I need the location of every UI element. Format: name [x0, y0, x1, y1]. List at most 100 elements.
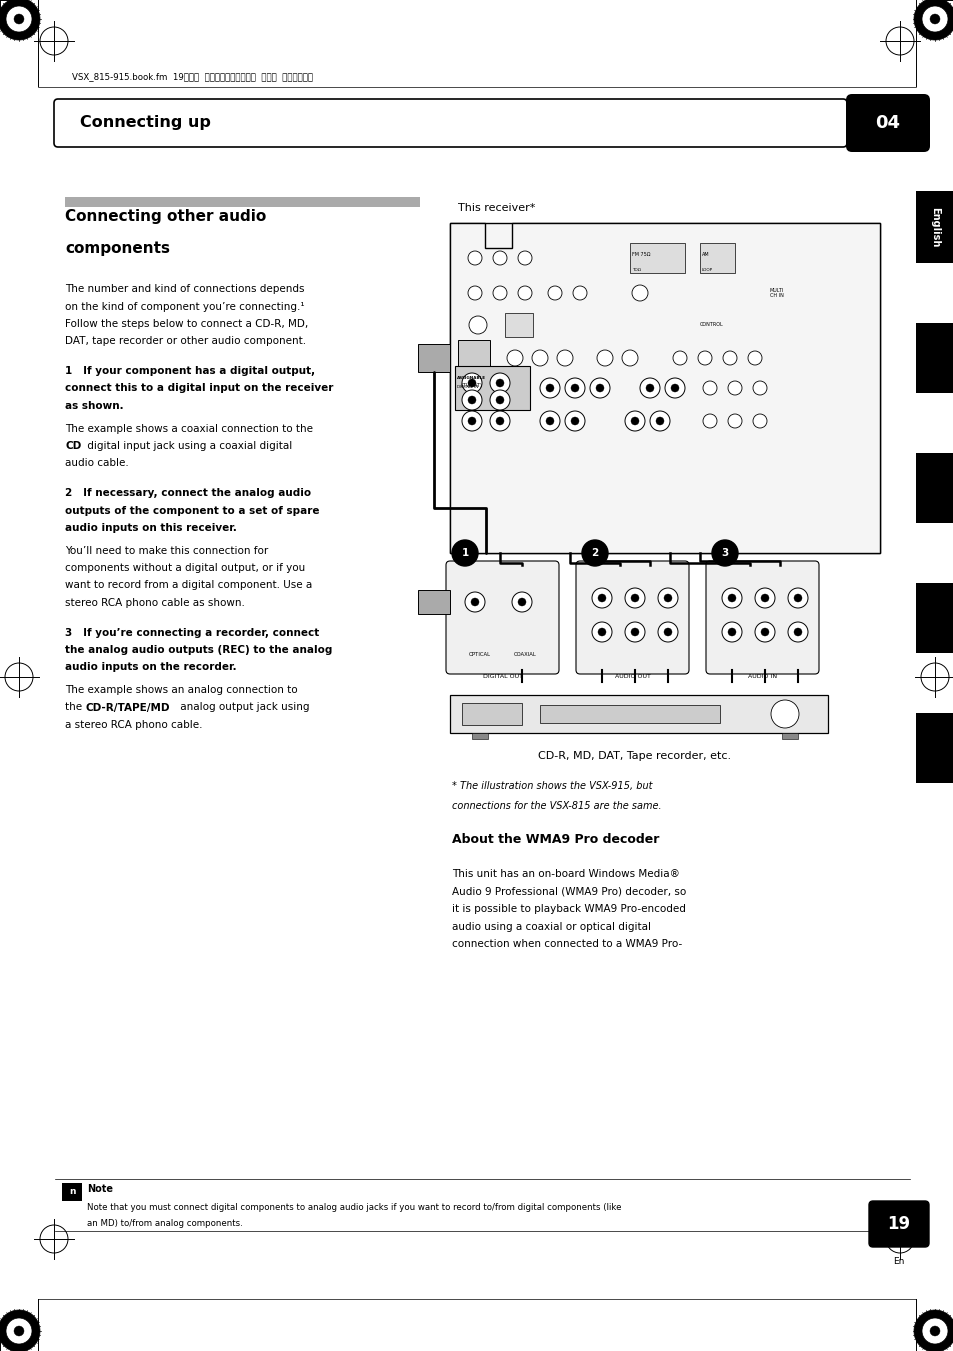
Bar: [504, 313, 533, 336]
Text: the: the: [65, 703, 85, 712]
Text: a stereo RCA phono cable.: a stereo RCA phono cable.: [65, 720, 202, 730]
Text: 1: 1: [461, 549, 468, 558]
Text: outputs of the component to a set of spare: outputs of the component to a set of spa…: [65, 505, 319, 516]
Text: Connecting up: Connecting up: [80, 115, 211, 131]
Circle shape: [663, 594, 671, 603]
Text: components without a digital output, or if you: components without a digital output, or …: [65, 563, 305, 573]
Circle shape: [752, 413, 766, 428]
Circle shape: [14, 1325, 24, 1336]
Text: stereo RCA phono cable as shown.: stereo RCA phono cable as shown.: [65, 598, 245, 608]
Circle shape: [506, 350, 522, 366]
Bar: [417, 590, 450, 613]
Circle shape: [469, 316, 486, 334]
Text: 2   If necessary, connect the analog audio: 2 If necessary, connect the analog audio: [65, 488, 311, 499]
Circle shape: [493, 251, 506, 265]
Text: AM: AM: [701, 253, 709, 257]
FancyBboxPatch shape: [54, 99, 846, 147]
Text: CONTROL: CONTROL: [700, 323, 723, 327]
Bar: [700, 243, 734, 273]
Circle shape: [598, 594, 605, 603]
Circle shape: [702, 413, 717, 428]
Circle shape: [545, 384, 554, 392]
Circle shape: [929, 1325, 939, 1336]
Circle shape: [564, 411, 584, 431]
Bar: [65, 197, 419, 207]
Circle shape: [464, 592, 484, 612]
Circle shape: [929, 14, 939, 24]
Circle shape: [727, 594, 735, 603]
FancyBboxPatch shape: [446, 561, 558, 674]
Text: VSX_815-915.book.fm  19ページ  ２００４年１２月８日  水曜日  午後４時３分: VSX_815-915.book.fm 19ページ ２００４年１２月８日 水曜日…: [71, 72, 313, 81]
Circle shape: [722, 351, 737, 365]
Circle shape: [721, 588, 741, 608]
Text: English: English: [929, 207, 939, 247]
Text: on the kind of component you’re connecting.¹: on the kind of component you’re connecti…: [65, 301, 304, 312]
Circle shape: [787, 588, 807, 608]
Text: (TV SAT): (TV SAT): [460, 382, 481, 388]
Circle shape: [630, 417, 639, 426]
Text: En: En: [892, 1256, 903, 1266]
Bar: [915, 190, 953, 263]
Text: 3: 3: [720, 549, 728, 558]
Text: This receiver*: This receiver*: [457, 203, 535, 213]
Circle shape: [573, 286, 586, 300]
Circle shape: [517, 251, 532, 265]
Circle shape: [754, 621, 774, 642]
Circle shape: [468, 396, 476, 404]
Polygon shape: [450, 223, 879, 553]
Text: 1   If your component has a digital output,: 1 If your component has a digital output…: [65, 366, 314, 376]
Text: About the WMA9 Pro decoder: About the WMA9 Pro decoder: [452, 834, 659, 846]
Circle shape: [517, 286, 532, 300]
Text: digital input jack using a coaxial digital: digital input jack using a coaxial digit…: [84, 440, 292, 451]
Circle shape: [490, 411, 510, 431]
Text: components: components: [65, 240, 170, 255]
Circle shape: [727, 413, 741, 428]
Circle shape: [721, 621, 741, 642]
Text: LOOP: LOOP: [701, 267, 713, 272]
Circle shape: [461, 411, 481, 431]
Circle shape: [461, 390, 481, 409]
Text: 3   If you’re connecting a recorder, connect: 3 If you’re connecting a recorder, conne…: [65, 627, 319, 638]
Circle shape: [545, 417, 554, 426]
Circle shape: [621, 350, 638, 366]
Circle shape: [921, 5, 947, 32]
FancyBboxPatch shape: [868, 1201, 928, 1247]
Text: The example shows a coaxial connection to the: The example shows a coaxial connection t…: [65, 423, 313, 434]
Bar: [915, 713, 953, 784]
Circle shape: [589, 378, 609, 399]
Text: The example shows an analog connection to: The example shows an analog connection t…: [65, 685, 297, 694]
Circle shape: [490, 390, 510, 409]
FancyBboxPatch shape: [705, 561, 818, 674]
Circle shape: [913, 1310, 953, 1351]
Circle shape: [496, 417, 503, 426]
Text: Follow the steps below to connect a CD-R, MD,: Follow the steps below to connect a CD-R…: [65, 319, 308, 330]
Circle shape: [571, 417, 578, 426]
Circle shape: [630, 628, 639, 636]
Circle shape: [711, 540, 738, 566]
Text: audio inputs on the recorder.: audio inputs on the recorder.: [65, 662, 236, 673]
Circle shape: [592, 621, 612, 642]
Circle shape: [747, 351, 761, 365]
Text: as shown.: as shown.: [65, 401, 124, 411]
Bar: [472, 734, 488, 739]
Text: CD-R/TAPE/MD: CD-R/TAPE/MD: [85, 703, 170, 712]
Text: analog output jack using: analog output jack using: [177, 703, 309, 712]
Circle shape: [672, 351, 686, 365]
Text: connect this to a digital input on the receiver: connect this to a digital input on the r…: [65, 384, 333, 393]
Circle shape: [6, 5, 32, 32]
Text: connection when connected to a WMA9 Pro-: connection when connected to a WMA9 Pro-: [452, 939, 681, 948]
Circle shape: [754, 588, 774, 608]
Text: the analog audio outputs (REC) to the analog: the analog audio outputs (REC) to the an…: [65, 644, 332, 655]
Bar: [417, 345, 450, 372]
Text: The number and kind of connections depends: The number and kind of connections depen…: [65, 284, 304, 295]
Bar: [915, 323, 953, 393]
Circle shape: [490, 373, 510, 393]
Bar: [915, 453, 953, 523]
Text: MULTI
CH IN: MULTI CH IN: [769, 288, 783, 299]
Bar: [455, 366, 530, 409]
Circle shape: [468, 251, 481, 265]
Bar: [781, 734, 797, 739]
Circle shape: [547, 286, 561, 300]
Circle shape: [664, 378, 684, 399]
Text: CD-R, MD, DAT, Tape recorder, etc.: CD-R, MD, DAT, Tape recorder, etc.: [537, 751, 731, 761]
